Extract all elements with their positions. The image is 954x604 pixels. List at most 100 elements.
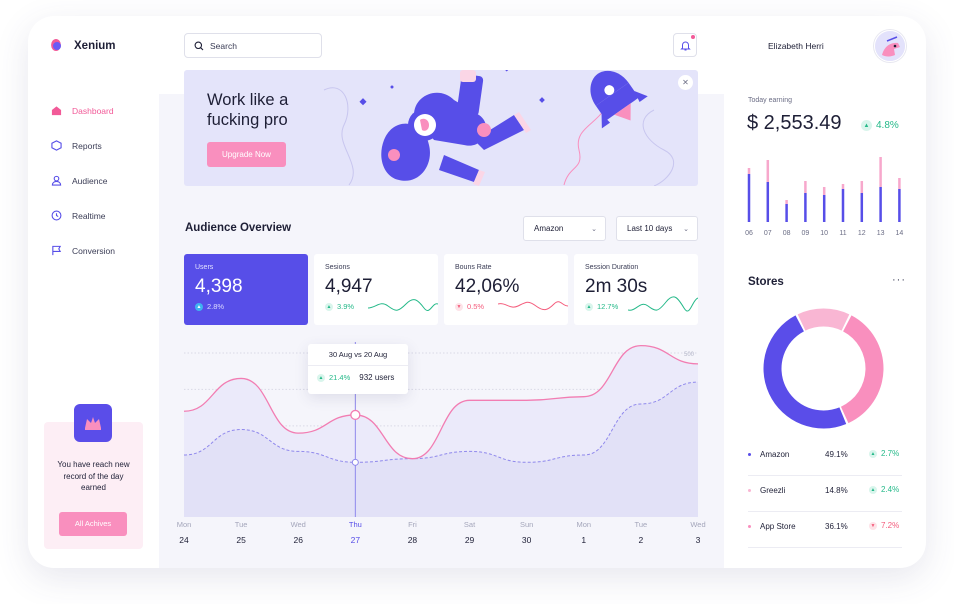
bounce-rate-sparkline	[498, 301, 568, 311]
bar-day-label: 12	[857, 230, 866, 237]
earning-bar-top	[747, 168, 751, 174]
audience-overview-title: Audience Overview	[185, 222, 292, 234]
store-change-value: 7.2%	[881, 521, 900, 530]
sidebar-item-realtime[interactable]: Realtime	[51, 198, 115, 233]
arrow-up-icon: ▲	[195, 302, 203, 311]
store-name: Amazon	[760, 450, 790, 459]
notification-dot	[691, 35, 695, 39]
earning-bar	[766, 182, 770, 222]
metric-change-value: 0.5%	[467, 302, 485, 311]
metric-change-value: 3.9%	[337, 302, 355, 311]
dashboard-frame: Xenium Dashboard Reports Audience Realti…	[28, 16, 926, 568]
earning-bar	[804, 193, 807, 222]
all-achives-button[interactable]: All Achives	[59, 512, 127, 536]
metric-card-session-duration[interactable]: Session Duration 2m 30s ▲ 12.7%	[574, 254, 698, 325]
audience-icon	[51, 175, 62, 186]
store-row[interactable]: App Store 36.1% ▼ 7.2%	[748, 512, 902, 548]
day-name: Mon	[176, 520, 192, 529]
metric-change: ▲ 3.9%	[325, 302, 427, 311]
today-earning-value: $ 2,553.49	[747, 112, 842, 134]
series-1-line	[184, 344, 698, 460]
banner-illustration	[323, 70, 675, 186]
arrow-up-icon: ▲	[585, 302, 593, 311]
donut-slice	[840, 315, 884, 424]
realtime-icon	[51, 210, 62, 221]
metric-card-bounce-rate[interactable]: Bouns Rate 42,06% ▼ 0.5%	[444, 254, 568, 325]
x-tick-day: Tue 25	[226, 520, 256, 545]
tooltip-change: ▲ 21.4%	[317, 373, 350, 382]
bar-day-label: 09	[801, 230, 810, 237]
store-color-dot	[748, 489, 751, 492]
avatar[interactable]	[874, 30, 906, 62]
store-row[interactable]: Amazon 49.1% ▲ 2.7%	[748, 440, 902, 476]
bar-day-label: 06	[745, 230, 753, 237]
store-name: App Store	[760, 522, 796, 531]
arrow-up-icon: ▲	[869, 449, 877, 458]
metric-label: Session Duration	[585, 264, 639, 271]
earning-bar	[879, 187, 882, 222]
audience-line-chart[interactable]: 500400300200100	[184, 342, 698, 517]
data-point[interactable]	[350, 409, 361, 421]
data-point[interactable]	[351, 458, 359, 466]
search-input[interactable]	[210, 40, 310, 51]
reports-icon	[51, 140, 62, 151]
more-options-icon[interactable]: ···	[892, 274, 906, 286]
day-name: Fri	[408, 520, 417, 529]
bell-icon	[679, 41, 691, 50]
sidebar-item-conversion[interactable]: Conversion	[51, 233, 115, 268]
search-box[interactable]	[184, 33, 322, 58]
metric-label: Users	[195, 264, 214, 271]
day-number: 28	[407, 535, 418, 545]
earning-bar-top	[898, 178, 901, 189]
sidebar-item-reports[interactable]: Reports	[51, 128, 115, 163]
range-select[interactable]: Last 10 days ⌄	[616, 216, 698, 241]
metric-card-users[interactable]: Users 4,398 ▲ 2.8%	[184, 254, 308, 325]
earning-change-value: 4.8%	[876, 120, 899, 131]
day-name: Thu	[348, 520, 362, 529]
x-tick-day: Mon 24	[169, 520, 199, 545]
stores-title: Stores	[748, 276, 784, 288]
metric-change-value: 2.8%	[207, 302, 225, 311]
range-select-value: Last 10 days	[627, 224, 673, 233]
donut-slice	[797, 308, 850, 331]
day-number: 24	[179, 535, 189, 545]
bar-day-label: 14	[895, 230, 904, 237]
arrow-down-icon: ▼	[455, 302, 463, 311]
earnings-bar-chart	[747, 157, 901, 222]
user-name[interactable]: Elizabeth Herri	[768, 41, 824, 51]
arrow-up-icon: ▲	[869, 485, 877, 494]
record-card: You have reach new record of the day ear…	[44, 404, 143, 549]
metric-card-sessions[interactable]: Sesions 4,947 ▲ 3.9%	[314, 254, 438, 325]
earning-bar-top	[804, 181, 807, 193]
day-number: 27	[350, 535, 361, 545]
earning-bar-top	[822, 187, 826, 195]
notifications-button[interactable]	[673, 33, 697, 57]
earning-bar	[822, 195, 826, 222]
store-share: 36.1%	[825, 522, 848, 531]
source-select-value: Amazon	[534, 224, 564, 233]
sidebar-item-dashboard[interactable]: Dashboard	[51, 93, 115, 128]
record-message: You have reach new record of the day ear…	[57, 460, 130, 492]
upgrade-now-button[interactable]: Upgrade Now	[207, 142, 286, 167]
sidebar-nav: Dashboard Reports Audience Realtime Conv…	[51, 93, 115, 268]
sidebar-item-label: Reports	[72, 140, 102, 151]
store-change-value: 2.4%	[881, 485, 900, 494]
earning-bar-top	[860, 181, 864, 193]
x-tick-day: Tue 2	[626, 520, 656, 545]
chevron-down-icon: ⌄	[591, 226, 597, 233]
today-earning-label: Today earning	[748, 97, 792, 104]
bar-day-label: 11	[839, 230, 847, 237]
store-share: 49.1%	[825, 450, 848, 459]
app-logo[interactable]: Xenium	[50, 39, 116, 53]
store-color-dot	[748, 453, 751, 456]
close-icon[interactable]: ✕	[678, 75, 693, 90]
metric-value: 4,398	[195, 276, 243, 297]
arrow-down-icon: ▼	[869, 521, 877, 530]
store-row[interactable]: Greezli 14.8% ▲ 2.4%	[748, 476, 902, 512]
x-tick-day: Fri 28	[397, 520, 427, 545]
source-select[interactable]: Amazon ⌄	[523, 216, 606, 241]
sidebar-item-label: Conversion	[72, 245, 115, 256]
sidebar-item-audience[interactable]: Audience	[51, 163, 115, 198]
metric-label: Sesions	[325, 264, 350, 271]
store-color-dot	[748, 525, 751, 528]
